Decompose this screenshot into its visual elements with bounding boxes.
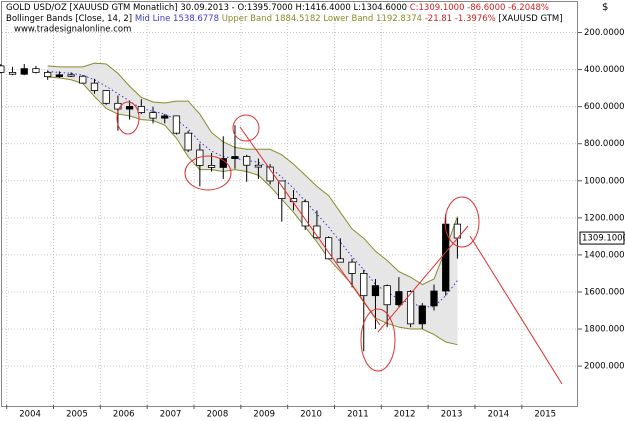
candle-body — [55, 74, 63, 78]
candle-body — [395, 291, 403, 306]
band-line — [47, 62, 458, 286]
candle-body — [79, 75, 87, 84]
candle-body — [161, 115, 169, 119]
candle-body — [137, 106, 145, 113]
trend-line — [469, 235, 563, 385]
x-tick-label: 2007 — [160, 410, 182, 420]
candle-body — [44, 71, 52, 78]
x-tick-label: 2015 — [534, 410, 556, 420]
candle-body — [172, 115, 181, 134]
band-line — [47, 76, 458, 346]
candle-body — [383, 285, 391, 306]
circle-marker — [232, 114, 260, 142]
y-tick-label: 2000.0000 — [584, 362, 625, 372]
trend-line — [239, 126, 381, 326]
candle-body — [184, 132, 192, 151]
annotations — [116, 101, 563, 385]
x-tick-label: 2005 — [66, 410, 88, 420]
bands — [47, 62, 458, 346]
y-tick-label: 400.0000 — [584, 65, 625, 75]
x-tick-label: 2011 — [347, 410, 369, 420]
band-fill — [47, 63, 458, 345]
candle-body — [418, 305, 426, 325]
y-tick-label: 1600.0000 — [584, 287, 625, 297]
x-tick-label: 2012 — [394, 410, 416, 420]
y-tick-label: 800.0000 — [584, 139, 625, 149]
candle-body — [67, 74, 75, 77]
candle-body — [254, 164, 263, 168]
circle-marker — [444, 196, 480, 248]
candle-body — [278, 180, 286, 199]
title: GOLD USD/OZ [XAUUSD GTM Monatlich] 30.09… — [6, 3, 407, 13]
candle-body — [32, 68, 40, 73]
circle-marker — [184, 155, 232, 191]
candle-body — [371, 285, 380, 297]
candle-body — [442, 223, 450, 292]
legend-name: Mid Line — [135, 14, 171, 24]
x-tick-label: 2008 — [207, 410, 229, 420]
circle-marker — [360, 308, 396, 372]
header-line: GOLD USD/OZ [XAUUSD GTM Monatlich] 30.09… — [6, 3, 549, 13]
legend-name: Lower Band — [323, 14, 373, 24]
price-tag — [579, 231, 625, 245]
candle-body — [20, 68, 28, 75]
legend-line: Bollinger Bands [Close, 14, 2] Mid Line … — [6, 14, 563, 24]
candle-body — [231, 156, 239, 159]
y-tick-label: 200.0000 — [584, 28, 625, 38]
candle-body — [406, 291, 415, 325]
source: www.tradesignalonline.com — [14, 25, 131, 35]
y-tick-label: 600.0000 — [584, 102, 625, 112]
plot-frame — [1, 1, 578, 407]
x-tick-label: 2010 — [300, 410, 322, 420]
x-tick-label: 2009 — [253, 410, 275, 420]
y-tick-label: 1400.0000 — [584, 250, 625, 260]
candle-body — [102, 90, 110, 104]
candles — [0, 64, 462, 352]
y-tick-label: 1800.0000 — [584, 325, 625, 335]
x-tick-label: 2013 — [441, 410, 463, 420]
candle-body — [207, 164, 216, 168]
indicator: Bollinger Bands [Close, 14, 2] — [6, 14, 132, 24]
candle-body — [125, 106, 134, 110]
candle-body — [348, 261, 356, 274]
candle-body — [360, 273, 368, 297]
indicator-change: -21.81 -1.3976% — [425, 14, 496, 24]
legend-value: 1884.5182 — [275, 14, 321, 24]
candle-body — [289, 198, 298, 203]
legend-value: 1192.8374 — [376, 14, 422, 24]
y-tick-label: 1200.0000 — [584, 213, 625, 223]
x-tick-label: 2014 — [488, 410, 510, 420]
x-tick-label: 2004 — [19, 410, 41, 420]
candle-body — [243, 156, 251, 166]
legend-value: 1538.6778 — [173, 14, 219, 24]
candle-body — [430, 290, 438, 307]
circle-marker — [116, 101, 140, 135]
band-line — [47, 70, 458, 308]
candle-body — [336, 258, 344, 263]
candle-body — [90, 82, 99, 91]
legend-name: Upper Band — [222, 14, 272, 24]
axes: 200.0000 400.0000 600.0000 800.0000 1000.000… — [6, 28, 625, 420]
x-tick-label: 2006 — [113, 410, 135, 420]
candle-body — [0, 65, 5, 73]
candle-body — [149, 112, 157, 119]
y-tick-label: 1000.0000 — [584, 176, 625, 186]
currency-icon: $ — [602, 2, 608, 13]
title-change: C:1309.1000 -86.6000 -6.2048% — [410, 3, 549, 13]
candle-body — [8, 71, 17, 75]
indicator-symbol: [XAUUSD GTM] — [498, 14, 562, 24]
price-tag-label: 1309.1000 — [582, 234, 625, 244]
